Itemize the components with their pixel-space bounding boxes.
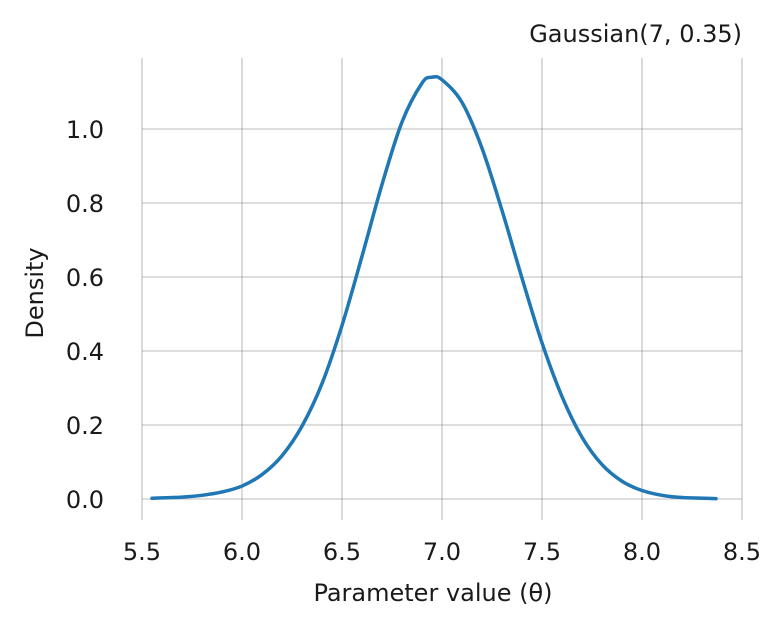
- y-axis-label: Density: [21, 247, 49, 338]
- x-tick-label: 6.5: [323, 538, 361, 566]
- y-grid: [142, 128, 742, 500]
- series-layer: [150, 74, 718, 501]
- x-axis-label: Parameter value (θ): [313, 579, 552, 607]
- y-tick-label: 0.0: [66, 486, 104, 514]
- y-tick-label: 0.2: [66, 412, 104, 440]
- x-grid: [141, 58, 743, 520]
- y-tick-label: 0.4: [66, 338, 104, 366]
- x-tick-label: 8.0: [623, 538, 661, 566]
- x-tick-label: 7.0: [423, 538, 461, 566]
- y-tick-label: 0.8: [66, 190, 104, 218]
- y-tick-labels: 0.0 0.2 0.4 0.6 0.8 1.0: [66, 116, 104, 514]
- x-tick-label: 6.0: [223, 538, 261, 566]
- x-tick-label: 8.5: [723, 538, 761, 566]
- chart-title: Gaussian(7, 0.35): [529, 20, 742, 48]
- density-curve: [150, 74, 718, 501]
- y-tick-label: 0.6: [66, 264, 104, 292]
- x-tick-labels: 5.5 6.0 6.5 7.0 7.5 8.0 8.5: [123, 538, 761, 566]
- x-tick-label: 7.5: [523, 538, 561, 566]
- x-tick-label: 5.5: [123, 538, 161, 566]
- y-tick-label: 1.0: [66, 116, 104, 144]
